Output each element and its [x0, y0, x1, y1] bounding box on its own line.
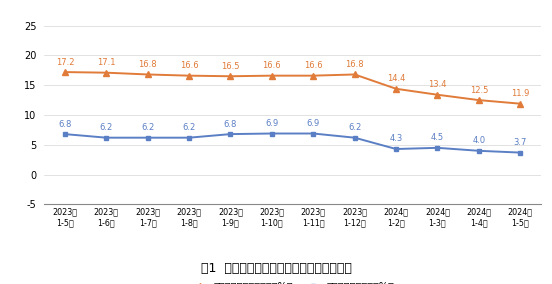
- Text: 3.7: 3.7: [513, 138, 527, 147]
- 电信业务总量累计增速（%）: [269, 74, 275, 77]
- Text: 6.8: 6.8: [58, 120, 72, 129]
- Text: 13.4: 13.4: [428, 80, 447, 89]
- Text: 6.9: 6.9: [265, 119, 279, 128]
- Text: 16.8: 16.8: [346, 60, 364, 69]
- 电信业务总量累计增速（%）: [103, 71, 109, 74]
- Text: 17.2: 17.2: [56, 58, 74, 66]
- Line: 电信业务总量累计增速（%）: 电信业务总量累计增速（%）: [62, 69, 523, 107]
- 电信业务收入增速（%）: [103, 136, 109, 139]
- 电信业务收入增速（%）: [185, 136, 193, 139]
- Text: 6.2: 6.2: [141, 123, 155, 132]
- Text: 图1  电信业务收入和电信业务总量累计增速: 图1 电信业务收入和电信业务总量累计增速: [200, 262, 352, 275]
- Text: 16.6: 16.6: [263, 61, 281, 70]
- 电信业务收入增速（%）: [434, 146, 440, 149]
- Text: 14.4: 14.4: [387, 74, 405, 83]
- Text: 17.1: 17.1: [97, 58, 115, 67]
- Line: 电信业务收入增速（%）: 电信业务收入增速（%）: [62, 131, 523, 155]
- 电信业务总量累计增速（%）: [434, 93, 440, 97]
- 电信业务总量累计增速（%）: [352, 73, 358, 76]
- 电信业务总量累计增速（%）: [393, 87, 400, 91]
- Text: 6.2: 6.2: [348, 123, 362, 132]
- 电信业务收入增速（%）: [62, 132, 68, 136]
- 电信业务收入增速（%）: [517, 151, 523, 154]
- Text: 16.6: 16.6: [304, 61, 322, 70]
- 电信业务总量累计增速（%）: [227, 75, 234, 78]
- 电信业务收入增速（%）: [352, 136, 358, 139]
- Text: 4.5: 4.5: [431, 133, 444, 142]
- Text: 4.0: 4.0: [473, 136, 485, 145]
- 电信业务收入增速（%）: [145, 136, 151, 139]
- 电信业务收入增速（%）: [269, 132, 275, 135]
- Text: 16.6: 16.6: [180, 61, 198, 70]
- 电信业务总量累计增速（%）: [310, 74, 317, 77]
- Legend: 电信业务总量累计增速（%）, 电信业务收入增速（%）: 电信业务总量累计增速（%）, 电信业务收入增速（%）: [187, 277, 399, 284]
- 电信业务总量累计增速（%）: [62, 70, 68, 74]
- Text: 6.8: 6.8: [224, 120, 237, 129]
- Text: 6.9: 6.9: [306, 119, 320, 128]
- 电信业务总量累计增速（%）: [476, 99, 482, 102]
- Text: 6.2: 6.2: [99, 123, 113, 132]
- Text: 12.5: 12.5: [470, 85, 488, 95]
- 电信业务收入增速（%）: [310, 132, 317, 135]
- Text: 16.8: 16.8: [139, 60, 157, 69]
- Text: 4.3: 4.3: [389, 134, 403, 143]
- 电信业务收入增速（%）: [476, 149, 482, 153]
- Text: 16.5: 16.5: [221, 62, 240, 71]
- 电信业务收入增速（%）: [227, 132, 234, 136]
- 电信业务收入增速（%）: [393, 147, 400, 151]
- 电信业务总量累计增速（%）: [517, 102, 523, 105]
- 电信业务总量累计增速（%）: [145, 73, 151, 76]
- Text: 6.2: 6.2: [182, 123, 196, 132]
- Text: 11.9: 11.9: [511, 89, 529, 98]
- 电信业务总量累计增速（%）: [185, 74, 193, 77]
